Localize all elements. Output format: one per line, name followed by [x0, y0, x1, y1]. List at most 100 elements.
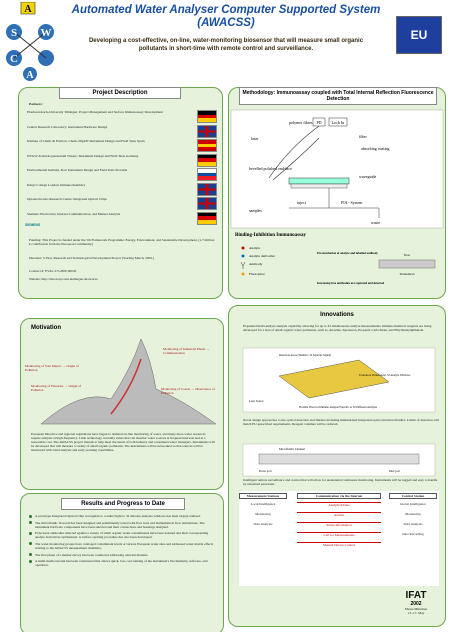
- bullet: [29, 542, 32, 546]
- fluidic-label: Probe port: [259, 469, 272, 473]
- diagram-label: Lock In: [332, 120, 345, 125]
- partner-text: DVGW-Technologiezentrum Wasser: Instrume…: [27, 153, 139, 158]
- partner: Siemens: Electronics, Internet Communica…: [27, 211, 217, 227]
- eu-flag: EU: [396, 16, 442, 54]
- ifat-year: 2002: [410, 601, 422, 607]
- result-item: A multi-media tutorial has been construc…: [29, 559, 217, 567]
- column-item: Call for Measurements: [297, 532, 381, 537]
- legend-label: Antibody: [249, 262, 262, 266]
- column-item: Status Information: [297, 522, 381, 527]
- flag-stripe: [198, 176, 216, 181]
- column-title: Measurement Stations: [239, 493, 287, 500]
- flag: [197, 182, 217, 196]
- partners-list: Eberhard-Karls-University Tübingen: Proj…: [27, 110, 217, 226]
- result-item: A prototype Integrated Optical Chip wave…: [29, 514, 217, 518]
- results-panel: Results and Progress to Date A prototype…: [20, 493, 224, 632]
- diagram-label: Transducer: [399, 272, 415, 276]
- flag-stripe: [198, 118, 216, 123]
- panel-title: Innovations: [320, 312, 354, 318]
- logo-letter: A: [24, 4, 32, 15]
- diagram-label: samples: [249, 208, 262, 213]
- partner: Eberhard-Karls-University Tübingen: Proj…: [27, 110, 217, 125]
- column-item: Monitoring: [405, 512, 421, 517]
- innovations-panel: Innovations Expanded multi-analyte analy…: [228, 305, 446, 627]
- partner-text: Siemens: Electronics, Internet Communica…: [27, 211, 121, 216]
- table-column: Control Station Global Intelligence Monito…: [389, 493, 437, 542]
- flag: [197, 211, 217, 225]
- flag-stripe: [198, 143, 216, 148]
- legend-label: Analyte: [249, 246, 261, 250]
- partner: Environmental Institute, Kos: Instrument…: [27, 168, 217, 183]
- logo: A S W C A: [6, 2, 54, 81]
- chip-label: Flexible Fiber for Immuno-assigned Speci…: [299, 406, 377, 409]
- website: Website: http://barolo.ipc.uni-tuebingen…: [29, 277, 98, 281]
- flag: [197, 124, 217, 138]
- duration: Duration: 3-Year, Research and Technolog…: [29, 256, 155, 260]
- diagram-note: Increasing free antibodies are captured …: [317, 281, 384, 285]
- map-note: Monitoring of Sole Impact → Origin of Po…: [25, 364, 79, 373]
- flag: [197, 153, 217, 167]
- title: Automated Water Analyser Computer Suppor…: [71, 4, 381, 29]
- diagram-label: polymer fibres: [289, 120, 313, 125]
- column-item: Local Intelligence: [250, 502, 276, 507]
- flag-stripe: [198, 158, 216, 162]
- project-panel: Project Description Partners: Eberhard-K…: [18, 87, 223, 299]
- table-column: Measurement Stations Local Intelligence Mo…: [239, 493, 287, 532]
- panel-title: Methodology: Immunoassay coupled with To…: [239, 87, 437, 105]
- result-item: The water monitoring groups have catalog…: [29, 542, 217, 550]
- flag-stripe: [198, 140, 216, 144]
- siemens-logo: SIEMENS: [25, 223, 41, 227]
- diagram-label: inject: [297, 200, 307, 205]
- result-text: Polyclonal antibodies directed against a…: [35, 531, 209, 540]
- logo-letter: A: [26, 70, 34, 81]
- results-list: A prototype Integrated Optical Chip wave…: [29, 514, 217, 570]
- bullet: [29, 514, 32, 518]
- bullet: [29, 559, 32, 563]
- legend-label: Fluorophor: [249, 272, 266, 276]
- motivation-panel: Motivation Monitoring of Industrial Plan…: [20, 318, 224, 490]
- chip-label: Detection Areas (Number: 32 Separate Sig…: [279, 354, 331, 357]
- diagram-label: FIA - System: [341, 200, 363, 205]
- contract: Contract #: EVK1-CT-2000-00045: [29, 269, 77, 273]
- column-item: Data Analysis: [253, 522, 273, 527]
- partner-text: Environmental Institute, Kos: Instrument…: [27, 168, 128, 172]
- flag: [197, 168, 217, 181]
- partner-text: Eberhard-Karls-University Tübingen: Proj…: [27, 110, 163, 114]
- result-item: The first phase of a market survey has b…: [29, 553, 217, 557]
- logo-letter: S: [11, 27, 17, 39]
- map: [40, 338, 217, 425]
- column-title: Communication via the Internet: [297, 493, 381, 500]
- column-item: Alarms: [297, 512, 381, 517]
- bullet: [29, 553, 32, 557]
- flag: [197, 110, 217, 123]
- flag-stripe: [198, 169, 216, 173]
- panel-title: Project Description: [59, 87, 181, 99]
- partner-text: Central Research Laboratory: Instrument …: [27, 124, 108, 129]
- table-column: Communication via the Internet Analytical…: [297, 493, 381, 553]
- column-item: Global Intelligence: [399, 502, 427, 507]
- communication-table: Measurement Stations Local Intelligence Mo…: [239, 491, 439, 586]
- logo-letter: W: [41, 27, 52, 39]
- diagram-label: waveguide: [359, 174, 377, 179]
- diagram-label: absorbing coating: [361, 146, 390, 151]
- logo-letter: C: [10, 53, 18, 65]
- result-text: The microfluidic flowcell has been desig…: [35, 520, 205, 529]
- partner: Optoelectronics Research Centre: Integra…: [27, 197, 217, 212]
- result-item: The microfluidic flowcell has been desig…: [29, 521, 217, 529]
- column-title: Control Station: [389, 493, 437, 500]
- flag-stripe: [198, 161, 216, 166]
- subtitle: Developing a cost-effective, on-line, wa…: [88, 38, 364, 52]
- diagram-label: bevelled polished end-face: [249, 166, 292, 171]
- binding-title: Binding-Inhibition Immunoassay: [235, 233, 307, 238]
- innovation-diagrams: Detection Areas (Number: 32 Separate Sig…: [242, 347, 436, 477]
- diagram-label: flow: [404, 253, 411, 257]
- result-text: A prototype Integrated Optical Chip wave…: [35, 514, 201, 518]
- flag-stripe: [198, 172, 216, 177]
- innovation-text: Novel design approaches to the optical d…: [243, 418, 439, 427]
- column-item: Analytical Data: [297, 502, 381, 507]
- ifat: IFAT: [405, 590, 427, 601]
- column-item: Data Analysis: [403, 522, 423, 527]
- partner-text: Institute of Chem. & Environ. Chem. IIQA…: [27, 139, 145, 143]
- motivation-text: European Directive and regional regulati…: [31, 432, 215, 453]
